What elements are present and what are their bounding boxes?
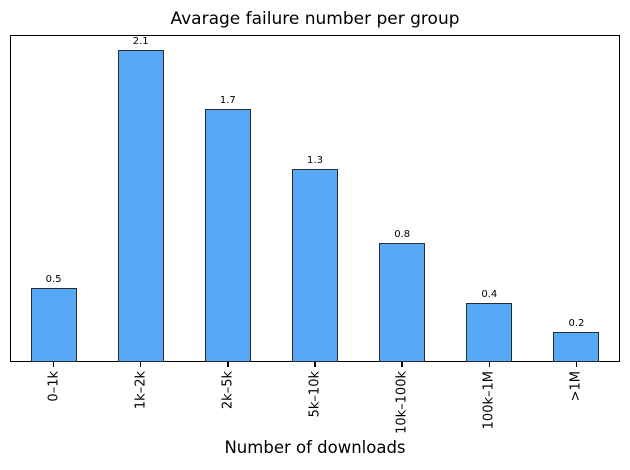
bar-1m [553, 332, 600, 362]
bar-value-label: 0.4 [481, 289, 498, 300]
x-tick [488, 362, 491, 367]
x-tick-label: 0–1k [46, 371, 62, 402]
bar-value-label: 1.3 [307, 155, 323, 166]
bar-value-label: 1.7 [219, 95, 236, 106]
x-axis-label: Number of downloads [224, 438, 406, 457]
x-tick [314, 362, 316, 367]
bar-1k-2k [117, 50, 164, 362]
bar-value-label: 0.5 [45, 274, 62, 285]
bar-10k-100k [379, 243, 426, 362]
x-tick-label: 10k–100k [394, 371, 410, 434]
x-tick [401, 362, 403, 367]
x-tick [575, 362, 578, 367]
bar-2k-5k [204, 109, 251, 362]
x-tick [227, 362, 229, 367]
bar-100k-1m [466, 303, 513, 362]
x-tick-label: 1k–2k [133, 371, 149, 410]
bar-5k-10k [292, 169, 338, 362]
x-tick-label: >1M [568, 371, 584, 402]
chart-title: Avarage failure number per group [170, 9, 460, 29]
x-tick-label: 2k–5k [220, 371, 236, 410]
bar-value-label: 0.2 [568, 318, 585, 329]
x-tick [139, 362, 142, 367]
x-tick-label: 5k–10k [307, 371, 323, 418]
bar-0-1k [30, 288, 77, 362]
x-tick [52, 362, 55, 367]
bar-value-label: 0.8 [394, 229, 411, 240]
x-tick-label: 100k–1M [481, 371, 497, 430]
bar-value-label: 2.1 [132, 36, 149, 47]
